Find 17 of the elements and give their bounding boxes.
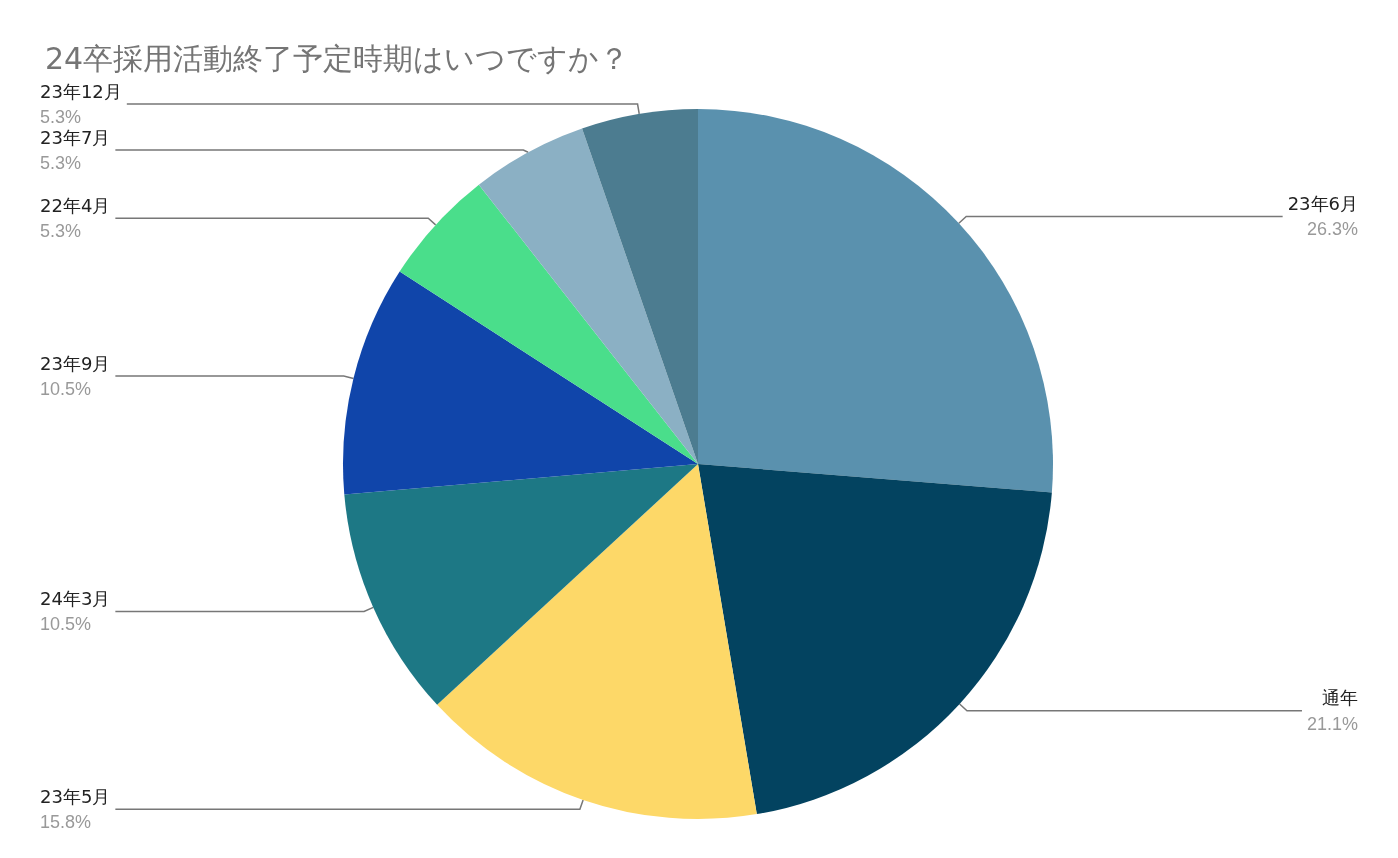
- slice-label: 23年6月: [1287, 192, 1358, 214]
- data-label: 15.8%: [40, 812, 92, 833]
- data-label: 10.5%: [40, 379, 92, 400]
- slice-label: 23年7月: [40, 126, 111, 148]
- slice-label: 通年: [1322, 687, 1358, 709]
- data-label: 21.1%: [1306, 713, 1358, 734]
- data-label: 5.3%: [40, 221, 82, 242]
- data-label: 5.3%: [40, 107, 82, 128]
- data-label: 26.3%: [1306, 219, 1358, 240]
- slice-label: 24年3月: [40, 587, 111, 609]
- slice-label: 22年4月: [40, 194, 111, 216]
- chart-title: 24卒採用活動終了予定時期はいつですか？: [45, 40, 630, 76]
- slice-label: 23年5月: [40, 785, 111, 807]
- slice-label: 23年9月: [40, 352, 111, 374]
- data-label: 5.3%: [40, 153, 82, 174]
- slice-label: 23年12月: [40, 80, 122, 102]
- data-label: 10.5%: [40, 614, 92, 635]
